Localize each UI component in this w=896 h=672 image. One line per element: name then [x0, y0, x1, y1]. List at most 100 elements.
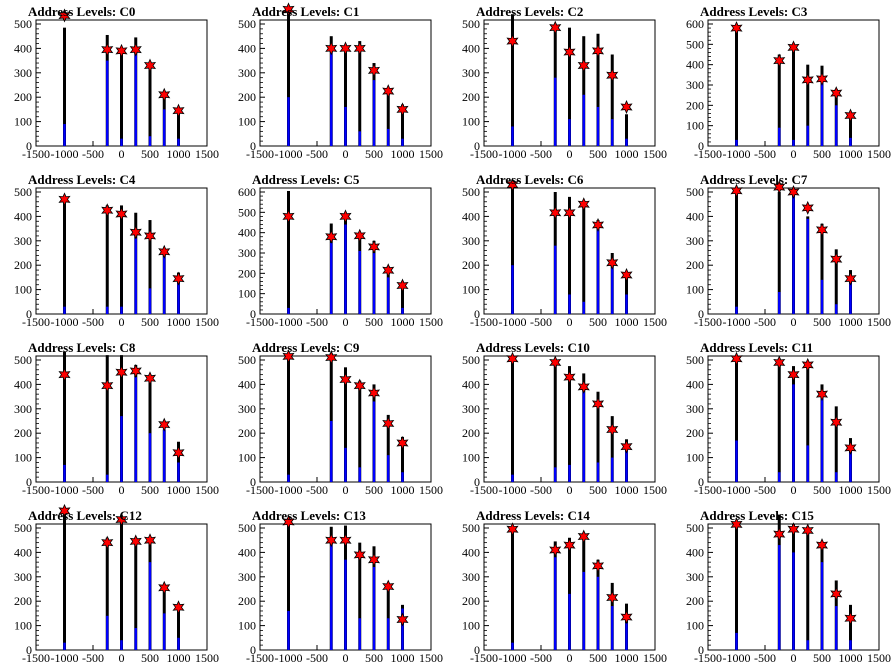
star-marker — [282, 209, 295, 224]
star-marker — [577, 58, 590, 73]
x-tick-label: 500 — [365, 651, 383, 665]
star-marker — [339, 533, 352, 548]
x-tick-label: 1000 — [615, 315, 639, 329]
chart-panel: 0 100 200 300 400 500 -1500 -1000 -500 0 500 1000 15… — [672, 336, 896, 504]
inner-bar — [163, 613, 166, 650]
star-marker — [549, 205, 562, 220]
y-tick-label: 0 — [474, 475, 480, 489]
y-tick-label: 400 — [14, 545, 32, 559]
x-tick-label: -1000 — [275, 483, 303, 497]
inner-bar — [134, 238, 137, 314]
inner-bar — [735, 632, 738, 650]
bar — [105, 205, 109, 314]
bar — [806, 364, 810, 482]
y-tick-label: 500 — [462, 185, 480, 199]
inner-bar — [820, 396, 824, 482]
chart-svg: 0 100 200 300 400 500 600 -1500 -1000 -500 0 500 100… — [238, 185, 443, 329]
x-tick-label: 1000 — [391, 651, 415, 665]
inner-bar — [820, 78, 824, 146]
inner-bar — [387, 128, 390, 146]
y-tick-label: 300 — [686, 78, 704, 92]
inner-bar — [820, 279, 824, 314]
inner-bar — [835, 105, 838, 146]
inner-bar — [372, 253, 376, 314]
star-marker — [830, 586, 843, 601]
inner-bar — [735, 306, 738, 314]
inner-bar — [806, 218, 809, 314]
bar — [401, 281, 404, 314]
x-tick-label: 0 — [119, 651, 125, 665]
inner-bar — [106, 474, 109, 482]
x-tick-label: 1000 — [615, 483, 639, 497]
inner-bar — [401, 472, 404, 482]
x-tick-label: 0 — [567, 651, 573, 665]
inner-bar — [849, 640, 852, 650]
inner-bar — [806, 640, 809, 650]
bar — [358, 380, 362, 482]
bar — [105, 355, 109, 482]
inner-bar — [625, 623, 628, 650]
star-marker — [396, 612, 409, 627]
x-tick-label: 1500 — [195, 651, 219, 665]
x-tick-label: 1500 — [419, 147, 443, 161]
inner-bar — [344, 106, 347, 146]
chart-title: Address Levels: C15 — [700, 508, 814, 523]
y-tick-label: 300 — [686, 570, 704, 584]
x-tick-label: 500 — [365, 315, 383, 329]
inner-bar — [611, 606, 614, 650]
inner-bar — [849, 445, 852, 482]
y-tick-label: 400 — [14, 377, 32, 391]
y-tick-label: 200 — [686, 258, 704, 272]
star-marker — [325, 41, 338, 56]
y-tick-label: 200 — [14, 594, 32, 608]
bar — [358, 41, 362, 146]
x-tick-label: 0 — [567, 315, 573, 329]
y-tick-label: 300 — [462, 234, 480, 248]
star-marker — [101, 42, 114, 57]
bar — [287, 519, 290, 650]
y-tick-label: 100 — [14, 115, 32, 129]
inner-bar — [511, 126, 514, 146]
x-tick-label: -1500 — [22, 147, 50, 161]
chart-title: Address Levels: C8 — [28, 340, 136, 355]
chart-title: Address Levels: C3 — [700, 4, 808, 19]
bar — [625, 273, 628, 314]
star-marker — [620, 267, 633, 282]
inner-bar — [387, 618, 390, 650]
bar — [777, 358, 781, 482]
star-marker — [58, 192, 71, 207]
x-tick-label: 0 — [119, 315, 125, 329]
y-tick-label: 500 — [686, 353, 704, 367]
x-tick-label: 500 — [141, 147, 159, 161]
y-tick-label: 0 — [26, 307, 32, 321]
chart-svg: 0 100 200 300 400 500 -1500 -1000 -500 0 500 1000 15… — [686, 351, 891, 497]
x-tick-label: -1000 — [499, 315, 527, 329]
y-tick-label: 0 — [250, 475, 256, 489]
star-marker — [773, 53, 786, 68]
x-tick-label: -1500 — [22, 483, 50, 497]
x-tick-label: -500 — [754, 651, 776, 665]
inner-bar — [358, 467, 361, 482]
y-tick-label: 0 — [698, 307, 704, 321]
y-tick-label: 400 — [686, 545, 704, 559]
bar — [610, 416, 614, 482]
chart-svg: 0 100 200 300 400 500 -1500 -1000 -500 0 500 1000 15… — [14, 185, 219, 329]
y-tick-label: 500 — [238, 205, 256, 219]
x-tick-label: 1000 — [391, 147, 415, 161]
y-tick-label: 100 — [686, 119, 704, 133]
y-tick-label: 500 — [686, 185, 704, 199]
bar — [358, 542, 362, 650]
y-tick-label: 100 — [238, 451, 256, 465]
y-tick-label: 200 — [686, 98, 704, 112]
y-tick-label: 300 — [14, 66, 32, 80]
chart-panel: 0 100 200 300 400 500 -1500 -1000 -500 0 500 1000 15… — [672, 168, 896, 336]
x-tick-label: -500 — [530, 147, 552, 161]
y-tick-label: 600 — [238, 185, 256, 199]
x-tick-label: 500 — [141, 315, 159, 329]
x-tick-label: 1000 — [167, 315, 191, 329]
star-marker — [325, 350, 338, 365]
bar — [344, 49, 347, 147]
y-tick-label: 300 — [462, 570, 480, 584]
bar — [625, 114, 628, 146]
inner-bar — [511, 642, 514, 650]
